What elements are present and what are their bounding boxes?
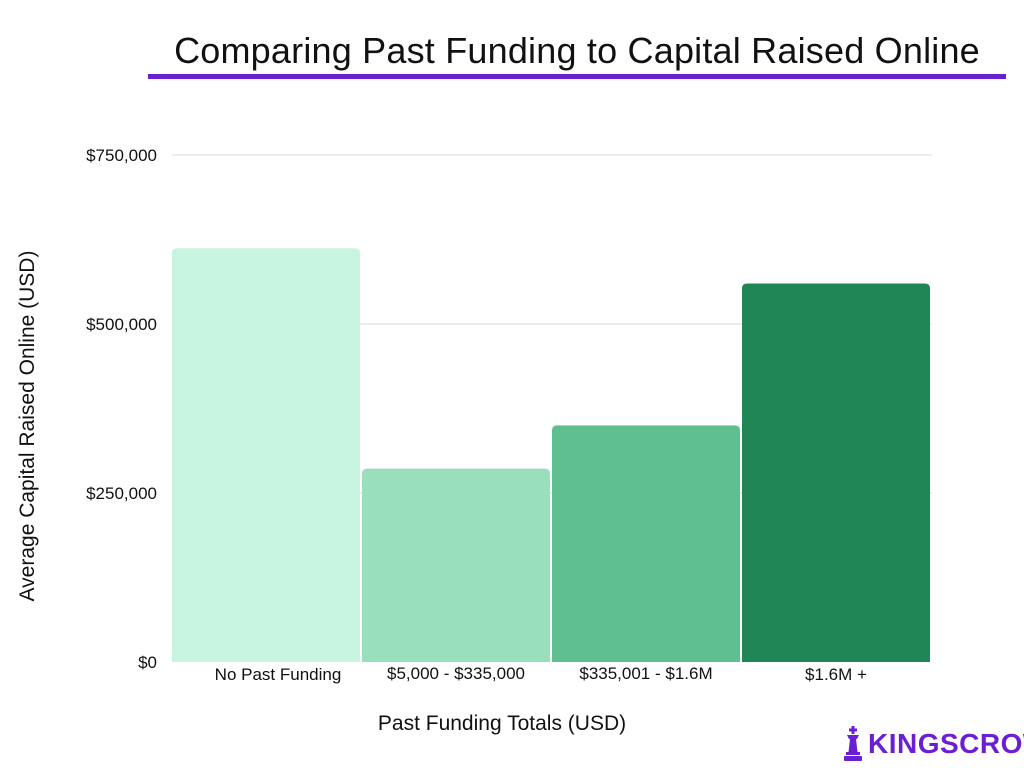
category-label: $335,001 - $1.6M xyxy=(579,664,712,683)
y-tick-label: $500,000 xyxy=(86,315,157,334)
y-tick-label: $0 xyxy=(138,653,157,672)
logo-text: KINGSCROWD xyxy=(868,728,1024,759)
y-tick-label: $250,000 xyxy=(86,484,157,503)
bar xyxy=(552,425,740,662)
chess-king-icon xyxy=(844,726,862,761)
kingscrowd-logo: KINGSCROWD xyxy=(842,726,1024,762)
y-axis-title: Average Capital Raised Online (USD) xyxy=(16,251,39,602)
category-labels: No Past Funding $5,000 - $335,000 $335,001… xyxy=(215,664,867,684)
bar xyxy=(742,283,930,662)
x-axis-title: Past Funding Totals (USD) xyxy=(378,712,626,735)
category-label: No Past Funding xyxy=(215,665,342,684)
y-tick-labels: $0 $250,000 $500,000 $750,000 xyxy=(86,146,157,672)
bar xyxy=(172,248,360,662)
bars xyxy=(172,248,930,662)
chart-title: Comparing Past Funding to Capital Raised… xyxy=(174,30,980,71)
category-label: $1.6M + xyxy=(805,665,867,684)
title-underline xyxy=(148,74,1006,79)
bar xyxy=(362,468,550,662)
category-label: $5,000 - $335,000 xyxy=(387,664,525,683)
y-tick-label: $750,000 xyxy=(86,146,157,165)
